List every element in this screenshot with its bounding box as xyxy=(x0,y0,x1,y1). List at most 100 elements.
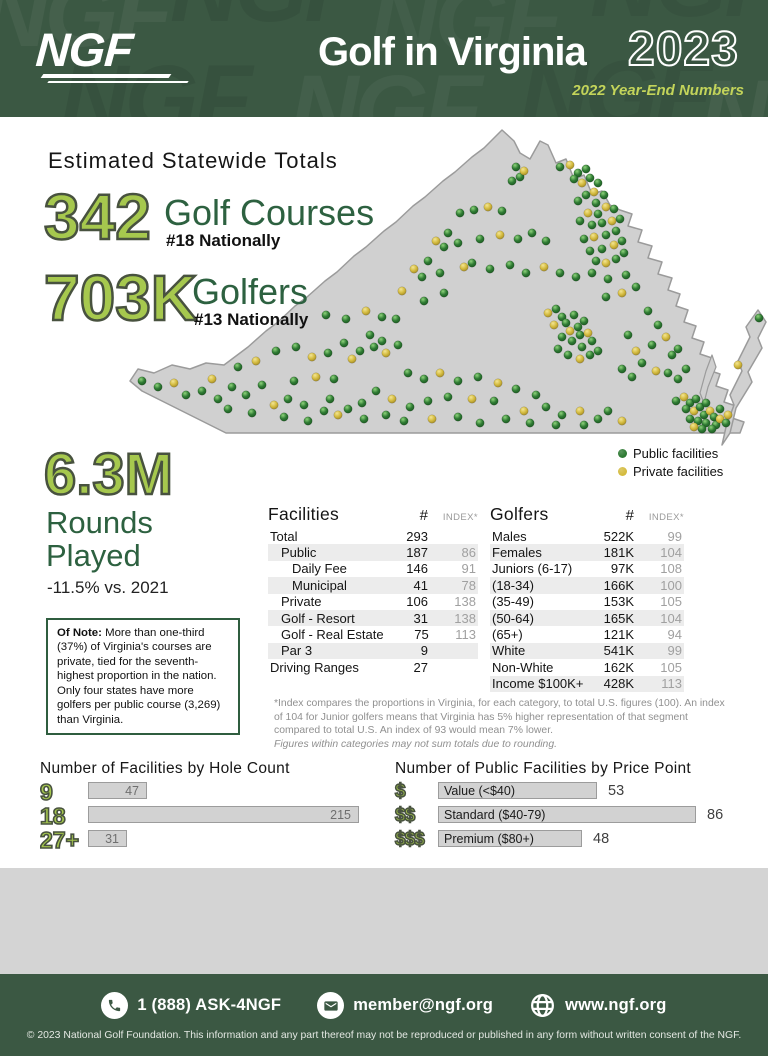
private-facility-dot xyxy=(431,236,441,246)
stat-courses-value: 342 xyxy=(43,181,152,253)
row-label: White xyxy=(492,643,526,659)
public-facility-dot xyxy=(587,220,597,230)
golfers-table-body: Males 522K 99 Females 181K 104 Juniors (6-17) 9… xyxy=(490,528,684,692)
legend-dot-icon xyxy=(618,467,627,476)
row-index: 86 xyxy=(461,545,476,561)
public-facility-dot xyxy=(511,162,521,172)
public-facility-dot xyxy=(453,412,463,422)
facilities-table-body: Total 293 Public 187 86 Daily Fee 146 91 Municip… xyxy=(268,528,478,676)
watermark-text: NGF xyxy=(290,55,483,117)
facilities-table-title: Facilities xyxy=(268,504,340,524)
public-facility-dot xyxy=(233,362,243,372)
public-facility-dot xyxy=(469,205,479,215)
public-facility-dot xyxy=(597,244,607,254)
bar-label: Premium ($80+) xyxy=(444,831,534,846)
row-label: Par 3 xyxy=(281,643,313,659)
public-facility-dot xyxy=(619,248,629,258)
public-facility-dot xyxy=(699,410,709,420)
row-label: (65+) xyxy=(492,627,523,643)
email-contact[interactable]: member@ngf.org xyxy=(317,992,493,1019)
watermark-text: NGF xyxy=(170,0,363,44)
public-facility-dot xyxy=(667,350,677,360)
row-label: (35-49) xyxy=(492,594,534,610)
contact-row: 1 (888) ASK-4NGF member@ngf.org www.ngf.or… xyxy=(0,992,768,1019)
public-facility-dot xyxy=(289,376,299,386)
bar-category-label: $$$ xyxy=(394,828,425,851)
public-facility-dot xyxy=(721,418,731,428)
globe-icon xyxy=(529,992,556,1019)
public-facility-dot xyxy=(423,396,433,406)
public-facility-dot xyxy=(417,272,427,282)
private-facility-dot xyxy=(467,394,477,404)
private-facility-dot xyxy=(397,286,407,296)
public-facility-dot xyxy=(303,416,313,426)
public-facility-dot xyxy=(329,374,339,384)
public-facility-dot xyxy=(585,173,595,183)
footer-banner: 1 (888) ASK-4NGF member@ngf.org www.ngf.or… xyxy=(0,974,768,1056)
public-facility-dot xyxy=(691,394,701,404)
table-row: White 541K 99 xyxy=(490,642,684,660)
public-facility-dot xyxy=(573,168,583,178)
public-facility-dot xyxy=(443,228,453,238)
contact-label: member@ngf.org xyxy=(353,996,494,1014)
row-label: Males xyxy=(492,528,527,544)
row-count: 27 xyxy=(413,659,428,675)
golfers-table-header: Golfers # INDEX* xyxy=(490,504,684,528)
table-row: Females 181K 104 xyxy=(490,544,684,561)
stat-golfers-rank: #13 Nationally xyxy=(194,310,309,329)
public-facility-dot xyxy=(591,256,601,266)
row-count: 162K xyxy=(603,659,634,675)
table-row: Golf - Resort 31 138 xyxy=(268,609,478,627)
public-facility-dot xyxy=(137,376,147,386)
public-facility-dot xyxy=(579,234,589,244)
public-facility-dot xyxy=(685,414,695,424)
private-facility-dot xyxy=(307,352,317,362)
public-facility-dot xyxy=(325,394,335,404)
public-facility-dot xyxy=(291,342,301,352)
bar-row: 86 $$ Standard ($40-79) xyxy=(394,804,760,827)
watermark-text: NGF xyxy=(590,0,768,39)
phone-icon xyxy=(101,992,129,1019)
private-facility-dot xyxy=(577,178,587,188)
public-facility-dot xyxy=(419,374,429,384)
private-facility-dot xyxy=(387,394,397,404)
table-row: Total 293 xyxy=(268,528,478,544)
bar-label: Standard ($40-79) xyxy=(444,807,546,822)
private-facility-dot xyxy=(565,326,575,336)
bar-row: 53 $ Value (<$40) xyxy=(394,780,760,803)
bar: 215 xyxy=(88,806,359,823)
public-facility-dot xyxy=(643,306,653,316)
private-facility-dot xyxy=(459,262,469,272)
globe-contact[interactable]: www.ngf.org xyxy=(529,992,667,1019)
public-facility-dot xyxy=(525,418,535,428)
private-facility-dot xyxy=(347,354,357,364)
row-count: 293 xyxy=(406,528,428,544)
row-label: (50-64) xyxy=(492,610,534,626)
private-facility-dot xyxy=(689,406,699,416)
public-facility-dot xyxy=(557,332,567,342)
public-facility-dot xyxy=(241,390,251,400)
public-facility-dot xyxy=(671,396,681,406)
row-index: 99 xyxy=(667,643,682,659)
public-facility-dot xyxy=(707,424,717,434)
public-facility-dot xyxy=(681,364,691,374)
phone-contact[interactable]: 1 (888) ASK-4NGF xyxy=(101,992,281,1019)
row-count: 428K xyxy=(603,676,634,692)
page-title: Golf in Virginia xyxy=(318,30,587,74)
email-icon xyxy=(317,992,345,1019)
public-facility-dot xyxy=(754,313,764,323)
public-facility-dot xyxy=(323,348,333,358)
public-facility-dot xyxy=(615,214,625,224)
watermark-text: NGF xyxy=(520,41,713,117)
public-facility-dot xyxy=(685,398,695,408)
bar-row: 18 215 xyxy=(39,802,385,830)
public-facility-dot xyxy=(551,304,561,314)
public-facility-dot xyxy=(505,260,515,270)
bar: Standard ($40-79) xyxy=(438,806,696,823)
logo-underline-2 xyxy=(47,81,189,83)
public-facility-dot xyxy=(283,394,293,404)
public-facility-dot xyxy=(585,246,595,256)
public-facility-dot xyxy=(663,368,673,378)
private-facility-dot xyxy=(361,306,371,316)
row-label: Driving Ranges xyxy=(270,659,359,675)
